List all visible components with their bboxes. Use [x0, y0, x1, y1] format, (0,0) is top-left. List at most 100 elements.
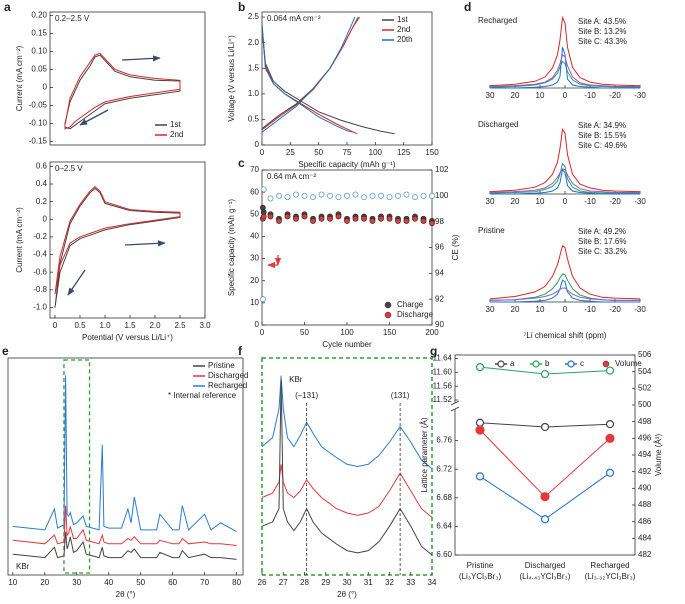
point	[412, 215, 418, 222]
legend-label: 1st	[397, 15, 408, 24]
x-tick-label: 34	[428, 578, 437, 587]
y-tick-label: 488	[638, 500, 652, 509]
point	[267, 213, 274, 220]
series-line	[12, 375, 237, 533]
point	[284, 194, 291, 201]
arrow	[124, 240, 166, 247]
y-tick-label: 98	[435, 217, 444, 226]
series-line	[489, 162, 640, 194]
y-tick-label: 70	[250, 165, 259, 174]
y-tick-label: 20	[250, 276, 259, 285]
y-tick-label: 0.6	[36, 162, 48, 171]
x-tick-label: 20	[511, 305, 520, 314]
y-tick-label: 11.52	[433, 395, 453, 404]
y-axis-label: Lattice parameter (Å)	[420, 417, 429, 492]
y-tick-label: 11.56	[433, 381, 453, 390]
point	[335, 213, 342, 220]
x-axis-label: ⁷Li chemical shift (ppm)	[524, 331, 607, 340]
panel-label: a	[4, 0, 11, 14]
x-tick-label: 70	[200, 578, 209, 587]
y-tick-label: 60	[250, 187, 259, 196]
y-tick-label: -0.2	[33, 232, 47, 241]
series-line	[261, 16, 360, 135]
point	[352, 215, 359, 222]
y-tick-label: 0	[43, 83, 48, 92]
x-tick-label: 100	[369, 148, 383, 157]
series-line	[489, 128, 641, 193]
x-tick-sublabel: (Li₃YCl₃Br₃)	[459, 572, 502, 581]
frame	[7, 357, 244, 576]
point	[386, 215, 393, 222]
series-line	[489, 15, 641, 87]
x-tick-label: 30	[486, 197, 495, 206]
x-tick-label: 100	[340, 328, 354, 337]
legend-label: Site B: 13.2%	[578, 27, 626, 36]
legend-label: Discharge	[397, 310, 434, 319]
legend-label: b	[545, 359, 550, 368]
axis-break	[450, 406, 460, 412]
legend-swatch	[384, 301, 392, 309]
legend-swatch	[497, 360, 505, 368]
y-tick-label: 0.20	[31, 11, 47, 20]
point	[403, 191, 410, 198]
x-tick-label: 10	[536, 91, 545, 100]
legend-label: Recharged	[208, 381, 247, 390]
panel-label: b	[238, 0, 245, 14]
series-line	[54, 186, 181, 295]
y-tick-label: 100	[435, 191, 449, 200]
y-tick-label: -0.4	[33, 250, 47, 259]
y-tick-label: 0	[43, 214, 48, 223]
y-tick-label: 0.05	[31, 65, 47, 74]
legend-swatch	[532, 360, 540, 368]
series-line	[489, 60, 641, 88]
annotation: 0.2–2.5 V	[55, 14, 90, 23]
y-tick-label: -0.10	[29, 119, 48, 128]
y-tick-label: 0.2	[36, 197, 48, 206]
x-tick-label: 0.5	[74, 321, 86, 330]
peak-label: (131)	[391, 391, 410, 400]
series-line	[64, 52, 181, 130]
y-tick-label: 492	[638, 467, 652, 476]
legend-label: Site C: 43.3%	[578, 37, 627, 46]
legend-label: a	[510, 359, 515, 368]
y-tick-label: 504	[638, 367, 652, 376]
annotation: 0.64 mA cm⁻²	[267, 172, 316, 181]
series-line	[261, 375, 433, 470]
point	[361, 215, 367, 222]
point	[361, 194, 367, 201]
series-line	[489, 245, 641, 300]
x-tick-label: 30	[486, 91, 495, 100]
legend-label: Charge	[397, 300, 424, 309]
x-tick-label: -20	[609, 305, 621, 314]
point	[412, 194, 418, 201]
x-tick-label: -30	[634, 91, 646, 100]
y-tick-label: 6.76	[436, 436, 452, 445]
y-tick-label: 486	[638, 517, 652, 526]
annotation: Recharged	[478, 16, 517, 25]
x-tick-label: -20	[609, 91, 621, 100]
kbr-label: KBr	[16, 562, 30, 571]
x-tick-label: 20	[511, 197, 520, 206]
x-tick-label: 20	[511, 91, 520, 100]
x-tick-label: 0	[260, 148, 265, 157]
y-axis-label: Specific capacity (mAh g⁻¹)	[227, 199, 236, 296]
x-axis-label: Specific capacity (mAh g⁻¹)	[298, 160, 395, 169]
series-line	[261, 16, 395, 135]
point	[310, 218, 316, 224]
y-tick-label: 498	[638, 417, 652, 426]
point	[260, 186, 267, 193]
x-tick-label: 2.5	[174, 321, 186, 330]
y-tick-label: 496	[638, 433, 652, 442]
point	[335, 194, 342, 201]
marker	[605, 433, 615, 443]
marker	[475, 418, 485, 427]
series-line	[54, 187, 181, 308]
arrow	[67, 269, 86, 296]
legend-label: Volume	[615, 359, 642, 368]
y-tick-label: 6.68	[436, 493, 452, 502]
y-tick-label: 11.60	[433, 367, 453, 376]
point	[276, 192, 282, 199]
x-tick-label: 50	[300, 328, 309, 337]
point	[344, 218, 350, 224]
marker	[605, 420, 615, 429]
